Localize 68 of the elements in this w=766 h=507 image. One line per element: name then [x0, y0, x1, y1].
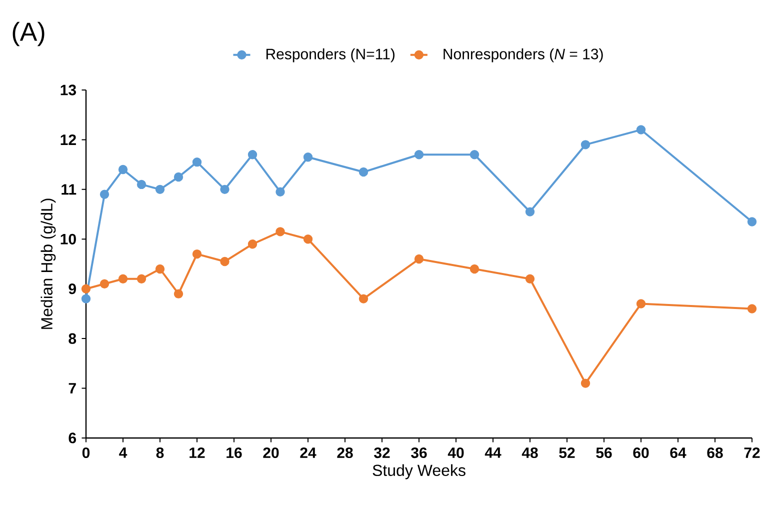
point	[636, 299, 646, 308]
y-tick-label: 8	[68, 333, 76, 344]
point	[118, 164, 128, 174]
x-tick-label: 60	[633, 447, 649, 458]
point	[192, 157, 202, 167]
x-tick-label: 12	[190, 447, 205, 458]
point	[580, 140, 590, 150]
point	[470, 264, 480, 274]
point	[636, 125, 646, 134]
point	[174, 172, 184, 182]
x-tick-label: 36	[411, 447, 427, 458]
point	[470, 150, 480, 160]
point	[100, 190, 110, 199]
y-tick-label: 12	[60, 134, 76, 145]
point	[248, 150, 258, 160]
point	[276, 187, 285, 197]
x-tick-label: 72	[744, 447, 760, 458]
point	[155, 264, 165, 274]
point	[220, 256, 230, 266]
x-tick-label: 64	[670, 447, 686, 458]
x-tick-label: 68	[707, 447, 723, 458]
x-tick-label: 52	[559, 447, 575, 458]
point	[174, 289, 184, 298]
point	[303, 234, 313, 244]
legend-label: Nonresponders (N = 13)	[444, 48, 603, 62]
y-tick-label: 11	[62, 184, 76, 195]
point	[303, 152, 313, 162]
point	[81, 284, 91, 294]
x-tick-label: 44	[484, 447, 502, 458]
point	[358, 167, 368, 177]
point	[525, 207, 535, 216]
point	[747, 217, 757, 226]
point	[248, 240, 258, 249]
x-tick-label: 28	[337, 447, 353, 458]
y-tick-label: 9	[68, 284, 76, 294]
point	[276, 227, 285, 236]
point	[136, 274, 146, 284]
point	[580, 378, 590, 388]
x-tick-label: 4	[119, 447, 128, 458]
y-axis-title: Median Hgb (g/dL)	[40, 198, 56, 329]
point	[220, 184, 230, 194]
point	[155, 184, 165, 194]
y-tick-label: 10	[60, 234, 76, 244]
point	[414, 150, 424, 160]
x-tick-label: 40	[448, 447, 464, 458]
point	[414, 254, 424, 264]
x-tick-label: 20	[263, 447, 279, 458]
point	[81, 294, 91, 304]
x-axis-title: Study Weeks	[372, 464, 466, 480]
point	[747, 304, 757, 314]
x-tick-label: 48	[522, 447, 538, 458]
y-tick-label: 7	[68, 383, 76, 394]
point	[118, 274, 128, 284]
point	[192, 249, 202, 259]
point	[358, 294, 368, 304]
point	[525, 274, 535, 284]
x-tick-label: 32	[374, 447, 390, 458]
x-tick-label: 0	[82, 447, 90, 458]
y-tick-label: 6	[68, 432, 76, 444]
x-tick-label: 24	[300, 447, 316, 458]
y-tick-label: 13	[60, 84, 76, 96]
legend-label: Responders (N=11)	[266, 48, 394, 62]
point	[136, 180, 146, 190]
x-tick-label: 16	[226, 447, 242, 458]
x-tick-label: 8	[156, 447, 164, 458]
chart-title: (A)	[12, 22, 44, 46]
point	[100, 279, 110, 288]
x-tick-label: 56	[596, 447, 612, 458]
